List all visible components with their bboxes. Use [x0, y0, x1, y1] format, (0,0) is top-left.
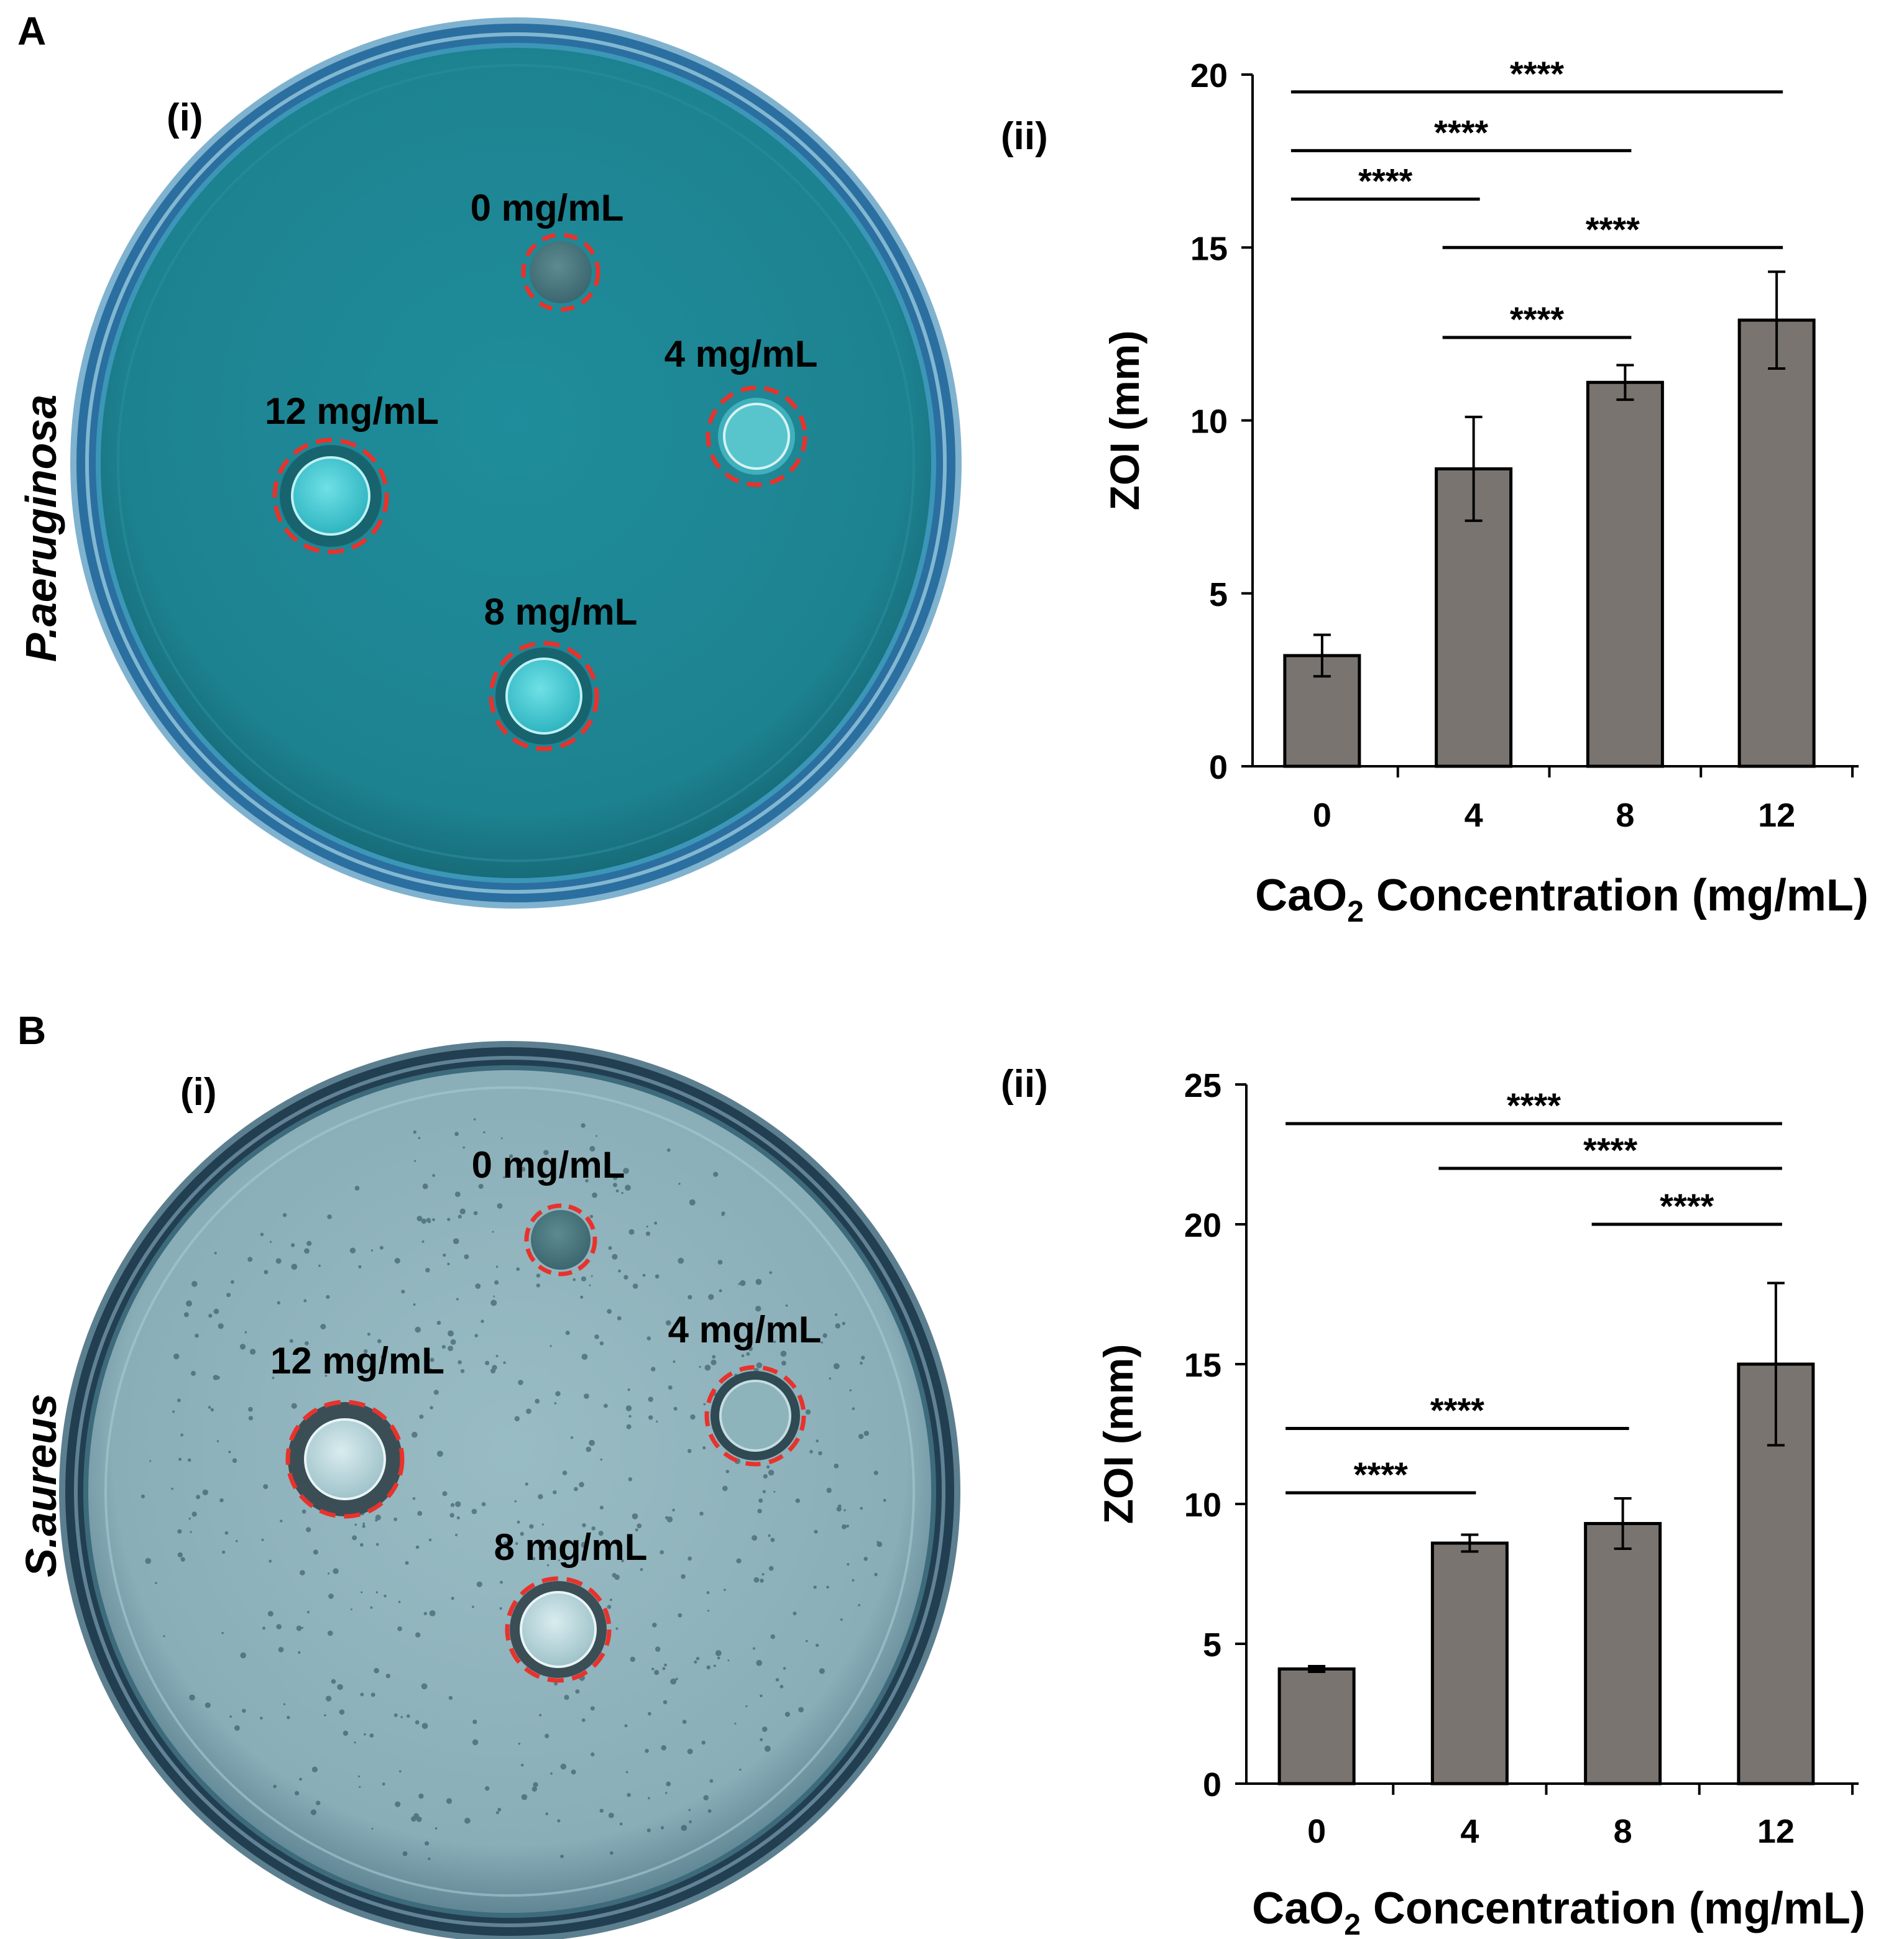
y-tick-label: 5	[1203, 1626, 1221, 1664]
y-axis-label: ZOI (mm)	[1101, 331, 1147, 511]
bar-0	[1277, 1667, 1356, 1785]
significance-label: ****	[1660, 1186, 1714, 1226]
y-tick-label: 25	[1184, 1067, 1221, 1104]
significance-label: ****	[1510, 300, 1564, 339]
photo-label-a: (i)	[167, 96, 203, 139]
y-tick-label: 15	[1184, 1347, 1221, 1384]
well-label-a-4: 4 mg/mL	[665, 333, 818, 375]
significance-label: ****	[1507, 1086, 1561, 1125]
x-tick-label: 12	[1758, 797, 1795, 834]
well-b-12: 12 mg/mL	[270, 1340, 444, 1519]
significance-label: ****	[1583, 1130, 1637, 1170]
y-tick-label: 10	[1184, 1487, 1221, 1524]
y-tick-label: 10	[1190, 403, 1228, 441]
well-label-a-8: 8 mg/mL	[484, 591, 638, 633]
bar-4	[1430, 1541, 1509, 1785]
significance-label: ****	[1358, 161, 1412, 200]
petri-dish-b	[59, 1041, 960, 1939]
y-tick-label: 0	[1209, 749, 1228, 786]
organism-label-a: P.aeruginosa	[17, 395, 65, 662]
well-b-0: 0 mg/mL	[472, 1144, 625, 1277]
well-label-a-12: 12 mg/mL	[265, 390, 439, 432]
y-tick-label: 0	[1203, 1766, 1221, 1804]
x-tick-label: 4	[1465, 797, 1483, 834]
well-label-a-0: 0 mg/mL	[471, 187, 624, 229]
photo-label-b: (i)	[180, 1071, 217, 1114]
chart-label-b: (ii)	[1001, 1063, 1048, 1106]
x-tick-label: 12	[1757, 1813, 1795, 1850]
panel-letter-b: B	[17, 1008, 46, 1053]
y-tick-label: 20	[1190, 57, 1228, 94]
bar-8	[1584, 1522, 1662, 1785]
significance-label: ****	[1510, 54, 1564, 93]
well-a-0: 0 mg/mL	[471, 187, 624, 312]
panel-b: B (i) S.aureus 0 mg/mL 4 mg/mL 12	[17, 1008, 1865, 1939]
y-tick-label: 5	[1209, 576, 1228, 613]
well-a-8: 8 mg/mL	[484, 591, 638, 751]
significance-label: ****	[1430, 1391, 1484, 1430]
chart-label-a: (ii)	[1001, 115, 1048, 158]
y-tick-label: 15	[1190, 230, 1228, 267]
well-label-b-0: 0 mg/mL	[472, 1144, 625, 1186]
zoi-chart-a: 0 5 10 15 20 0 4 8 12 **** **** **** **** **** ZOI (mm…	[1101, 54, 1869, 928]
significance-label: ****	[1586, 209, 1640, 249]
significance-label: ****	[1434, 112, 1488, 152]
y-tick-label: 20	[1184, 1207, 1221, 1244]
well-a-4: 4 mg/mL	[665, 333, 818, 487]
well-label-b-4: 4 mg/mL	[668, 1309, 822, 1350]
zoi-chart-b: 0 5 10 15 20 25 0 4 8 12 **** **** **** **** **** ZOI (…	[1095, 1067, 1865, 1939]
panel-letter-a: A	[17, 9, 46, 53]
x-tick-label: 4	[1460, 1813, 1479, 1850]
x-tick-label: 0	[1313, 797, 1331, 834]
x-axis-label: CaO2 Concentration (mg/mL)	[1255, 871, 1869, 928]
well-b-8: 8 mg/mL	[494, 1526, 648, 1683]
organism-label-b: S.aureus	[17, 1393, 65, 1577]
bar-12	[1737, 318, 1816, 768]
x-tick-label: 8	[1614, 1813, 1632, 1850]
significance-label: ****	[1354, 1455, 1408, 1494]
well-label-b-8: 8 mg/mL	[494, 1526, 648, 1568]
well-label-b-12: 12 mg/mL	[270, 1340, 444, 1382]
y-axis-label: ZOI (mm)	[1095, 1344, 1141, 1524]
x-axis-label: CaO2 Concentration (mg/mL)	[1252, 1884, 1865, 1939]
well-a-12: 12 mg/mL	[265, 390, 439, 554]
panel-a: A (i) P.aeruginosa 0 mg/mL 4 mg/mL 12 mg…	[17, 9, 1869, 928]
bar-8	[1586, 380, 1664, 768]
x-tick-label: 0	[1307, 1813, 1326, 1850]
x-tick-label: 8	[1616, 797, 1634, 834]
petri-dish-a	[70, 17, 962, 909]
well-b-4: 4 mg/mL	[668, 1309, 822, 1467]
